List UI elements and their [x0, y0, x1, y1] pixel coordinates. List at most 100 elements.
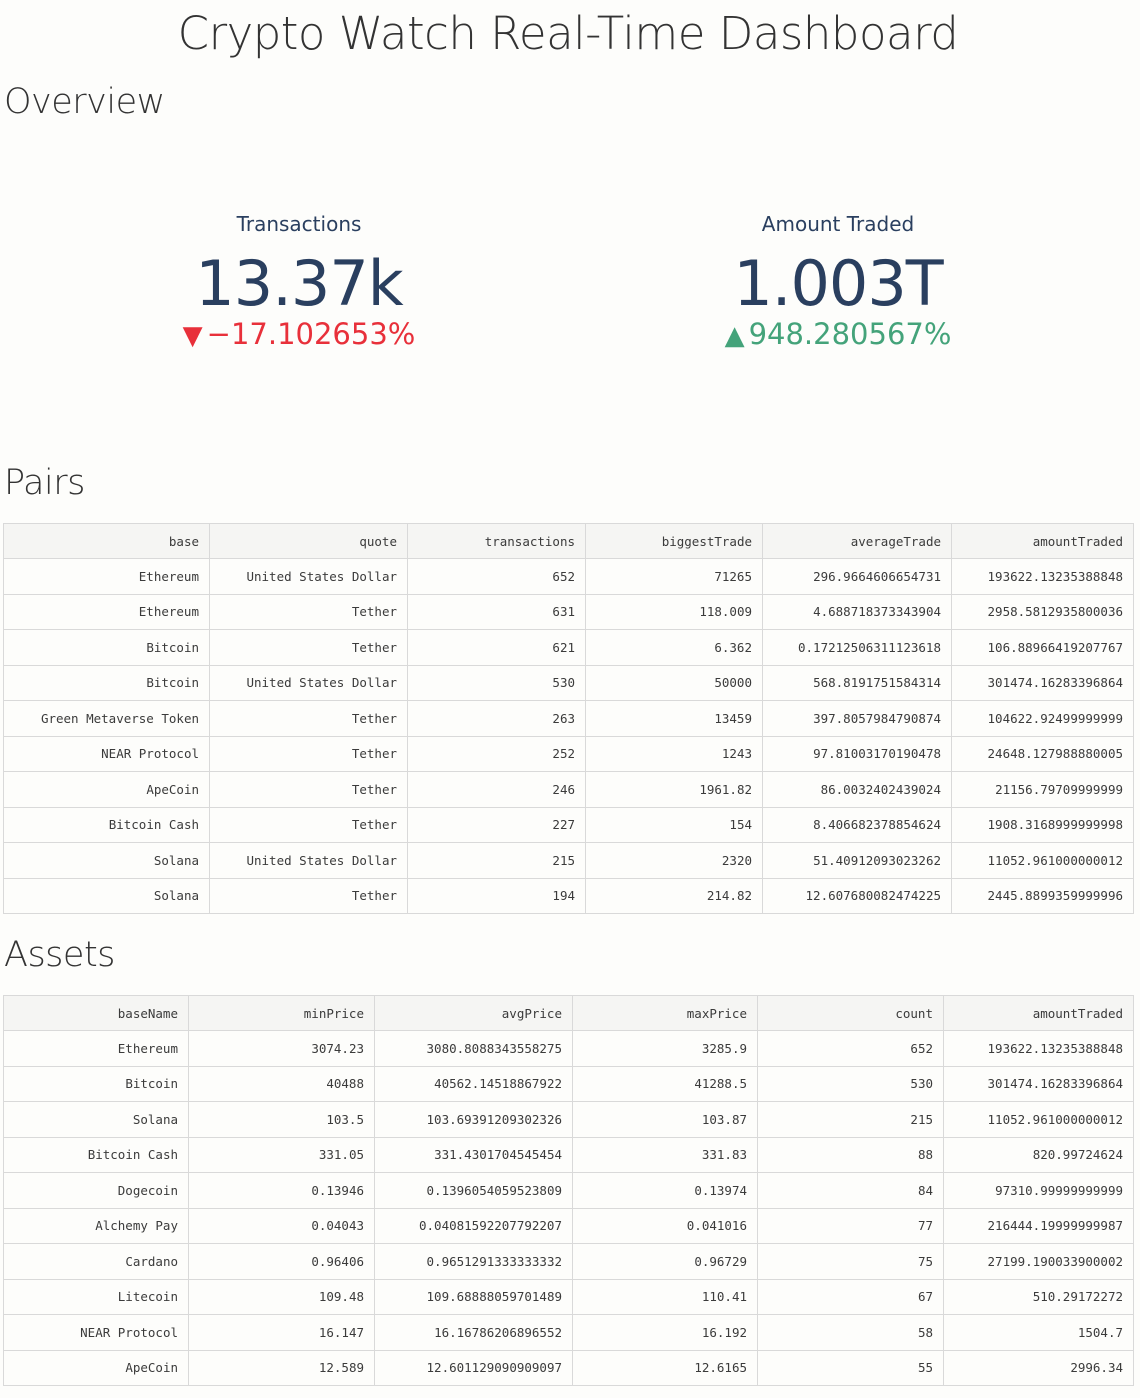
table-row: Bitcoin United States Dollar 530 50000 568.8…	[3, 664, 1134, 701]
table-cell-quote: Tether	[209, 735, 408, 772]
pairs-column-header-averagetrade[interactable]: averageTrade	[762, 523, 952, 559]
table-cell-amounttraded: 2958.5812935800036	[951, 593, 1134, 630]
table-cell-amounttraded: 193622.13235388848	[951, 558, 1134, 595]
table-cell-basename: Bitcoin	[3, 1065, 189, 1102]
table-cell-minprice: 103.5	[188, 1101, 375, 1138]
table-row: Bitcoin Cash 331.05 331.4301704545454 331.8…	[3, 1136, 1134, 1173]
table-cell-base: Ethereum	[3, 558, 210, 595]
table-cell-averagetrade: 568.8191751584314	[762, 664, 952, 701]
table-cell-base: Bitcoin	[3, 664, 210, 701]
table-cell-quote: United States Dollar	[209, 842, 408, 879]
table-cell-amounttraded: 11052.961000000012	[951, 842, 1134, 879]
table-cell-minprice: 109.48	[188, 1278, 375, 1315]
table-cell-averagetrade: 296.9664606654731	[762, 558, 952, 595]
table-cell-maxprice: 16.192	[572, 1314, 758, 1351]
table-cell-maxprice: 0.13974	[572, 1172, 758, 1209]
assets-column-header-maxprice[interactable]: maxPrice	[572, 995, 758, 1031]
table-cell-minprice: 0.96406	[188, 1243, 375, 1280]
table-cell-base: NEAR Protocol	[3, 735, 210, 772]
pairs-column-header-biggesttrade[interactable]: biggestTrade	[585, 523, 763, 559]
table-cell-count: 75	[757, 1243, 944, 1280]
transactions-kpi-delta-value: −17.102653%	[206, 317, 416, 351]
table-cell-count: 55	[757, 1349, 944, 1386]
table-row: ApeCoin Tether 246 1961.82 86.0032402439024 2…	[3, 771, 1134, 808]
pairs-column-header-quote[interactable]: quote	[209, 523, 408, 559]
table-cell-avgprice: 3080.8088343558275	[374, 1030, 573, 1067]
table-cell-minprice: 40488	[188, 1065, 375, 1102]
table-cell-base: Ethereum	[3, 593, 210, 630]
table-cell-transactions: 246	[407, 771, 586, 808]
table-cell-averagetrade: 51.40912093023262	[762, 842, 952, 879]
table-cell-transactions: 631	[407, 593, 586, 630]
table-row: Green Metaverse Token Tether 263 13459 397.8…	[3, 700, 1134, 737]
table-cell-base: Green Metaverse Token	[3, 700, 210, 737]
assets-column-header-minprice[interactable]: minPrice	[188, 995, 375, 1031]
table-cell-averagetrade: 8.406682378854624	[762, 806, 952, 843]
table-row: Bitcoin 40488 40562.14518867922 41288.5 530 3…	[3, 1065, 1134, 1102]
table-cell-basename: Ethereum	[3, 1030, 189, 1067]
table-row: Bitcoin Tether 621 6.362 0.17212506311123618…	[3, 629, 1134, 666]
table-cell-count: 58	[757, 1314, 944, 1351]
transactions-kpi-label: Transactions	[236, 212, 362, 236]
table-cell-amounttraded: 510.29172272	[943, 1278, 1134, 1315]
table-cell-biggesttrade: 2320	[585, 842, 763, 879]
table-cell-amounttraded: 104622.92499999999	[951, 700, 1134, 737]
table-cell-minprice: 0.13946	[188, 1172, 375, 1209]
table-cell-base: Solana	[3, 877, 210, 914]
pairs-column-header-transactions[interactable]: transactions	[407, 523, 586, 559]
table-cell-quote: United States Dollar	[209, 664, 408, 701]
table-cell-amounttraded: 1908.3168999999998	[951, 806, 1134, 843]
table-cell-basename: NEAR Protocol	[3, 1314, 189, 1351]
assets-column-header-count[interactable]: count	[757, 995, 944, 1031]
table-cell-minprice: 3074.23	[188, 1030, 375, 1067]
transactions-kpi-value: 13.37k	[195, 247, 403, 320]
table-cell-quote: Tether	[209, 806, 408, 843]
table-cell-minprice: 0.04043	[188, 1207, 375, 1244]
table-cell-transactions: 194	[407, 877, 586, 914]
table-row: Ethereum United States Dollar 652 71265 296.…	[3, 558, 1134, 595]
table-cell-basename: ApeCoin	[3, 1349, 189, 1386]
table-cell-minprice: 16.147	[188, 1314, 375, 1351]
table-cell-avgprice: 103.69391209302326	[374, 1101, 573, 1138]
table-cell-amounttraded: 301474.16283396864	[943, 1065, 1134, 1102]
table-cell-maxprice: 103.87	[572, 1101, 758, 1138]
table-cell-averagetrade: 4.688718373343904	[762, 593, 952, 630]
table-cell-base: Bitcoin	[3, 629, 210, 666]
table-cell-amounttraded: 2445.8899359999996	[951, 877, 1134, 914]
transactions-kpi-delta: ▼ −17.102653%	[89, 317, 509, 353]
table-cell-averagetrade: 97.81003170190478	[762, 735, 952, 772]
table-cell-minprice: 331.05	[188, 1136, 375, 1173]
pairs-table-header-row: base quote transactions biggestTrade average…	[3, 523, 1134, 559]
table-cell-transactions: 530	[407, 664, 586, 701]
table-row: Litecoin 109.48 109.68888059701489 110.41 67…	[3, 1278, 1134, 1315]
table-cell-base: ApeCoin	[3, 771, 210, 808]
table-cell-transactions: 652	[407, 558, 586, 595]
table-cell-quote: Tether	[209, 593, 408, 630]
assets-table-header-row: baseName minPrice avgPrice maxPrice count amo…	[3, 995, 1134, 1031]
table-cell-averagetrade: 0.17212506311123618	[762, 629, 952, 666]
table-cell-transactions: 227	[407, 806, 586, 843]
table-cell-basename: Litecoin	[3, 1278, 189, 1315]
table-cell-avgprice: 12.601129090909097	[374, 1349, 573, 1386]
pairs-column-header-base[interactable]: base	[3, 523, 210, 559]
table-cell-averagetrade: 86.0032402439024	[762, 771, 952, 808]
assets-column-header-amounttraded[interactable]: amountTraded	[943, 995, 1134, 1031]
table-cell-avgprice: 40562.14518867922	[374, 1065, 573, 1102]
table-cell-basename: Bitcoin Cash	[3, 1136, 189, 1173]
table-cell-quote: Tether	[209, 877, 408, 914]
table-cell-averagetrade: 397.8057984790874	[762, 700, 952, 737]
table-cell-basename: Cardano	[3, 1243, 189, 1280]
assets-table: baseName minPrice avgPrice maxPrice count amo…	[3, 995, 1134, 1386]
overview-section-title: Overview	[4, 82, 165, 122]
table-cell-amounttraded: 1504.7	[943, 1314, 1134, 1351]
page-title: Crypto Watch Real-Time Dashboard	[177, 7, 959, 60]
table-row: Ethereum 3074.23 3080.8088343558275 3285.9 6…	[3, 1030, 1134, 1067]
assets-column-header-avgprice[interactable]: avgPrice	[374, 995, 573, 1031]
table-cell-basename: Dogecoin	[3, 1172, 189, 1209]
table-cell-amounttraded: 27199.190033900002	[943, 1243, 1134, 1280]
table-cell-averagetrade: 12.607680082474225	[762, 877, 952, 914]
pairs-column-header-amounttraded[interactable]: amountTraded	[951, 523, 1134, 559]
assets-column-header-basename[interactable]: baseName	[3, 995, 189, 1031]
table-cell-maxprice: 110.41	[572, 1278, 758, 1315]
